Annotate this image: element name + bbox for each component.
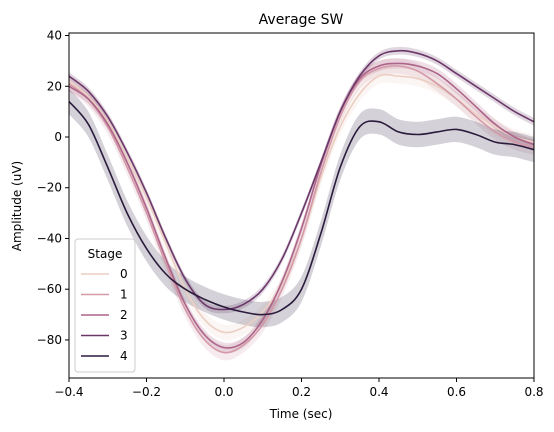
x-tick-label: 0.0 bbox=[214, 385, 233, 399]
line-stage-2 bbox=[68, 62, 535, 349]
legend: Stage 0 1 2 3 4 bbox=[74, 238, 136, 373]
y-tick-label: −20 bbox=[37, 181, 62, 195]
band-stage-4 bbox=[69, 88, 534, 328]
y-tick-label: 40 bbox=[47, 29, 62, 43]
y-axis-label: Amplitude (uV) bbox=[10, 161, 24, 252]
legend-label-stage-2: 2 bbox=[120, 308, 128, 322]
x-tick-label: 0.6 bbox=[447, 385, 466, 399]
legend-label-stage-3: 3 bbox=[120, 329, 128, 343]
x-tick-label: 0.2 bbox=[292, 385, 311, 399]
line-stage-3 bbox=[68, 49, 535, 311]
x-tick-label: −0.4 bbox=[54, 385, 83, 399]
legend-items: 0 1 2 3 4 bbox=[81, 267, 128, 363]
x-axis-label: Time (sec) bbox=[269, 407, 333, 421]
line-stage-1 bbox=[68, 65, 535, 354]
x-tick-label: 0.8 bbox=[524, 385, 543, 399]
y-axis: 40 20 0 −20 −40 −60 −80 bbox=[37, 29, 69, 347]
y-tick-label: −40 bbox=[37, 231, 62, 245]
legend-title: Stage bbox=[88, 247, 123, 261]
chart-title: Average SW bbox=[259, 12, 344, 28]
legend-label-stage-0: 0 bbox=[120, 267, 128, 281]
confidence-bands bbox=[69, 46, 534, 361]
y-tick-label: −60 bbox=[37, 282, 62, 296]
legend-box bbox=[74, 238, 136, 373]
x-tick-label: 0.4 bbox=[369, 385, 388, 399]
series-lines bbox=[68, 49, 535, 354]
x-tick-label: −0.2 bbox=[132, 385, 161, 399]
legend-label-stage-1: 1 bbox=[120, 288, 128, 302]
y-tick-label: 20 bbox=[47, 79, 62, 93]
x-axis: −0.4 −0.2 0.0 0.2 0.4 0.6 0.8 bbox=[54, 378, 544, 399]
band-stage-1 bbox=[69, 58, 534, 361]
y-tick-label: 0 bbox=[54, 130, 62, 144]
legend-label-stage-4: 4 bbox=[120, 349, 128, 363]
plot-frame bbox=[68, 32, 535, 379]
line-stage-4 bbox=[68, 100, 535, 316]
y-tick-label: −80 bbox=[37, 333, 62, 347]
